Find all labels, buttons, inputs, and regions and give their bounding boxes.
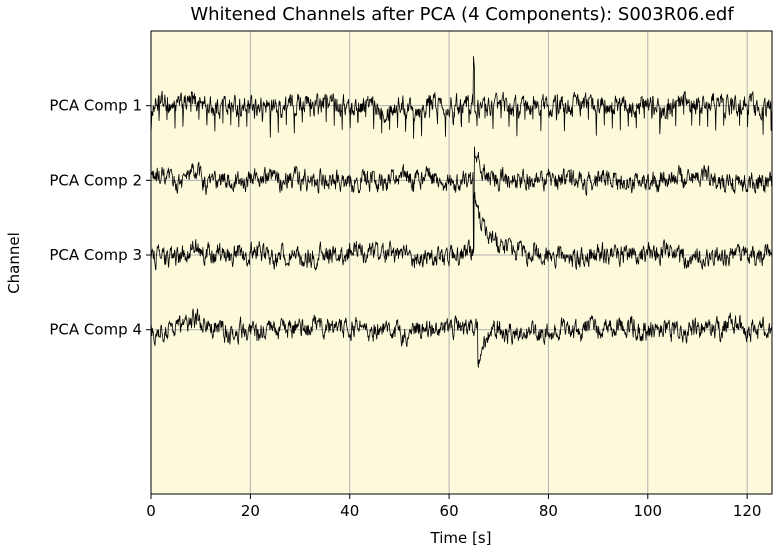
x-tick-label: 0 xyxy=(146,502,156,520)
plot-frame xyxy=(150,30,773,495)
x-tick-label: 20 xyxy=(241,502,260,520)
series-line-pca-comp-2 xyxy=(150,146,773,254)
y-axis-label: Channel xyxy=(5,232,23,294)
y-tick-label: PCA Comp 2 xyxy=(49,171,142,189)
series-layer xyxy=(150,56,773,368)
x-tick-label: 80 xyxy=(539,502,558,520)
series-line-pca-comp-1 xyxy=(150,56,773,139)
x-tick-label: 120 xyxy=(733,502,762,520)
series-line-pca-comp-3 xyxy=(150,192,773,272)
y-tick-label: PCA Comp 1 xyxy=(49,97,142,115)
x-axis: 0 20 40 60 80 100 120 xyxy=(146,494,761,520)
series-line-pca-comp-4 xyxy=(150,308,773,368)
y-tick-label: PCA Comp 3 xyxy=(49,246,142,264)
x-tick-label: 100 xyxy=(633,502,662,520)
x-axis-label: Time [s] xyxy=(430,529,492,547)
chart-title: Whitened Channels after PCA (4 Component… xyxy=(190,4,734,25)
x-tick-label: 60 xyxy=(440,502,459,520)
y-axis: PCA Comp 1 PCA Comp 2 PCA Comp 3 PCA Comp 4 xyxy=(49,97,151,339)
y-tick-label: PCA Comp 4 xyxy=(49,321,142,339)
x-tick-label: 40 xyxy=(340,502,359,520)
